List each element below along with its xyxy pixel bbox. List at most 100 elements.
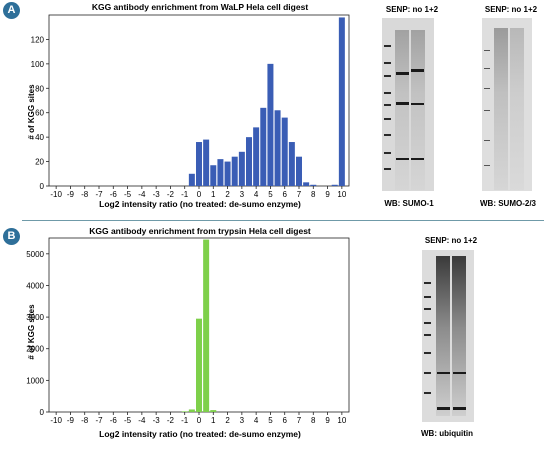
chart-a-y-tick-label: 60 bbox=[35, 109, 44, 118]
chart-a-x-tick-label: -8 bbox=[81, 190, 89, 199]
chart-b-x-tick-label: -7 bbox=[95, 416, 103, 425]
chart-b-title: KGG antibody enrichment from trypsin Hel… bbox=[89, 226, 311, 236]
blot-ubiquitin-lane-2 bbox=[436, 256, 450, 416]
blot-ubiquitin-caption: WB: ubiquitin bbox=[421, 429, 473, 438]
chart-a-x-tick-label: -2 bbox=[167, 190, 175, 199]
blot-sumo1-caption: WB: SUMO-1 bbox=[384, 199, 434, 208]
chart-a-bar bbox=[260, 107, 267, 186]
panel-b-badge: B bbox=[3, 228, 20, 245]
chart-a-x-tick-label: -9 bbox=[67, 190, 75, 199]
chart-b-x-tick-label: -9 bbox=[67, 416, 75, 425]
blot-sumo1-header: SENP: no 1+2 bbox=[386, 5, 439, 14]
chart-a-x-tick-label: 3 bbox=[240, 190, 245, 199]
chart-b-y-tick-label: 0 bbox=[40, 408, 45, 417]
chart-b-x-tick-label: -1 bbox=[181, 416, 189, 425]
chart-a-bar bbox=[296, 156, 302, 186]
chart-b-x-tick-label: 4 bbox=[254, 416, 259, 425]
chart-b-y-label: # of KGG sites bbox=[27, 304, 36, 360]
chart-a-bar bbox=[203, 139, 210, 186]
chart-a-y-tick-label: 20 bbox=[35, 158, 44, 167]
chart-b-x-tick-label: 7 bbox=[297, 416, 302, 425]
chart-b-x-tick-label: -4 bbox=[138, 416, 146, 425]
western-blot-sumo1: SENP: no 1+2 WB: SUMO-1 bbox=[382, 5, 439, 208]
chart-a-x-tick-label: -1 bbox=[181, 190, 189, 199]
blot-sumo1-lane-3 bbox=[411, 30, 425, 190]
chart-b-x-tick-label: -3 bbox=[153, 416, 161, 425]
western-blot-sumo23: SENP: no 1+2 WB: SUMO-2/3 bbox=[480, 5, 538, 208]
chart-a-x-tick-label: -3 bbox=[153, 190, 161, 199]
western-blot-ubiquitin: SENP: no 1+2 WB: ubiquitin bbox=[421, 236, 478, 438]
panel-a-badge: A bbox=[3, 2, 20, 19]
chart-a-y-tick-label: 120 bbox=[31, 35, 45, 44]
chart-a-x-tick-label: -5 bbox=[124, 190, 132, 199]
chart-b-bar bbox=[203, 239, 210, 412]
chart-b-x-tick-label: 10 bbox=[337, 416, 346, 425]
chart-b-x-tick-label: 6 bbox=[282, 416, 287, 425]
panel-divider bbox=[22, 220, 544, 221]
chart-a-y-tick-label: 40 bbox=[35, 133, 44, 142]
blot-sumo23-caption: WB: SUMO-2/3 bbox=[480, 199, 537, 208]
blot-ubiquitin-lane-3 bbox=[452, 256, 466, 416]
chart-b-y-tick-label: 2000 bbox=[26, 345, 44, 354]
chart-a-y-tick-label: 80 bbox=[35, 84, 44, 93]
chart-b-y-tick-label: 1000 bbox=[26, 376, 44, 385]
chart-b-bar bbox=[188, 409, 195, 412]
chart-a-x-tick-label: 2 bbox=[225, 190, 230, 199]
chart-b-x-tick-label: -5 bbox=[124, 416, 132, 425]
chart-b-bar bbox=[196, 318, 202, 412]
chart-a-bar bbox=[224, 161, 231, 186]
blot-ubiquitin-header: SENP: no 1+2 bbox=[425, 236, 478, 245]
chart-b-x-tick-label: -10 bbox=[50, 416, 62, 425]
chart-a-x-tick-label: -10 bbox=[50, 190, 62, 199]
chart-b-x-tick-label: -2 bbox=[167, 416, 175, 425]
chart-a-bar bbox=[196, 142, 202, 186]
chart-a-bar bbox=[331, 184, 338, 186]
blot-sumo1-ladder bbox=[384, 45, 391, 170]
chart-b-x-tick-label: 0 bbox=[197, 416, 202, 425]
chart-b-bar bbox=[181, 411, 188, 412]
chart-b-x-tick-label: 9 bbox=[325, 416, 330, 425]
chart-b-x-tick-label: -6 bbox=[110, 416, 118, 425]
chart-a-bar bbox=[238, 151, 245, 186]
chart-a-bar bbox=[281, 117, 288, 186]
chart-a-bar bbox=[274, 110, 281, 186]
chart-a-x-tick-label: 8 bbox=[311, 190, 316, 199]
chart-b-x-label: Log2 intensity ratio (no treated: de-sum… bbox=[99, 429, 301, 439]
blot-sumo23-ladder bbox=[484, 50, 490, 166]
chart-a-x-tick-label: 1 bbox=[211, 190, 216, 199]
chart-a-bar bbox=[210, 165, 217, 186]
chart-a-x-tick-label: 9 bbox=[325, 190, 330, 199]
chart-b-x-tick-label: 3 bbox=[240, 416, 245, 425]
chart-a-x-tick-label: 4 bbox=[254, 190, 259, 199]
chart-b-y-tick-label: 3000 bbox=[26, 313, 44, 322]
blot-ubiquitin-bands bbox=[437, 372, 466, 410]
blot-sumo1-bands bbox=[396, 69, 424, 160]
blot-sumo23-header: SENP: no 1+2 bbox=[485, 5, 538, 14]
chart-a-bar bbox=[217, 159, 224, 186]
blot-sumo23-lane-3 bbox=[510, 28, 524, 190]
chart-a-x-tick-label: 7 bbox=[297, 190, 302, 199]
chart-a-x-tick-label: 10 bbox=[337, 190, 346, 199]
chart-a-bar bbox=[188, 173, 195, 186]
chart-a-x-tick-label: -6 bbox=[110, 190, 118, 199]
chart-a-y-tick-label: 0 bbox=[40, 182, 45, 191]
chart-a-x-tick-label: 0 bbox=[197, 190, 202, 199]
chart-b-y-tick-label: 5000 bbox=[26, 250, 44, 259]
blot-sumo23-lane-2 bbox=[494, 28, 508, 190]
chart-a-bar bbox=[231, 156, 238, 186]
chart-a-x-tick-label: -7 bbox=[95, 190, 103, 199]
chart-b-bar bbox=[210, 410, 217, 412]
chart-a-y-label: # of KGG sites bbox=[27, 84, 36, 140]
chart-a-x-tick-label: -4 bbox=[138, 190, 146, 199]
chart-a-bar bbox=[310, 184, 317, 186]
chart-a-x-tick-label: 6 bbox=[282, 190, 287, 199]
chart-a-bar bbox=[253, 127, 260, 186]
chart-a-bar bbox=[338, 17, 345, 187]
chart-a-y-tick-label: 100 bbox=[31, 60, 45, 69]
blot-sumo1-lane-2 bbox=[395, 30, 409, 190]
blot-ubiquitin-ladder bbox=[424, 282, 431, 394]
chart-a-bar bbox=[267, 63, 274, 186]
